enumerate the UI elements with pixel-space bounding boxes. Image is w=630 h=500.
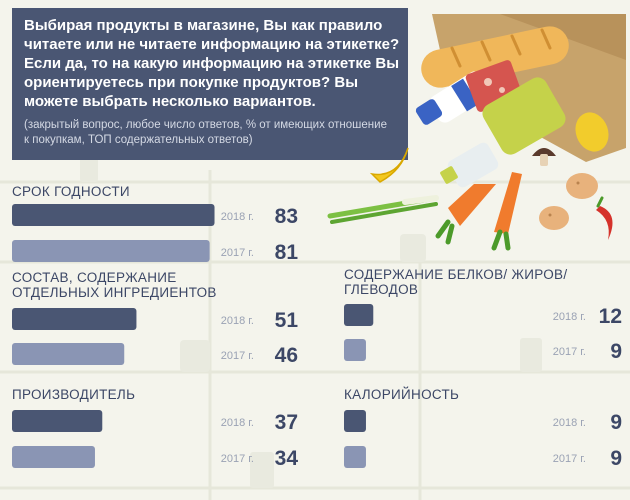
bar-2017	[12, 240, 210, 262]
bar-2018	[344, 304, 374, 326]
bar-2017	[12, 343, 125, 365]
year-label: 2018 г.	[221, 211, 254, 223]
baguette-icon	[421, 26, 569, 88]
potato-icon	[566, 173, 598, 199]
category-label: СОСТАВ, СОДЕРЖАНИЕ ОТДЕЛЬНЫХ ИНГРЕДИЕНТОВ	[12, 270, 217, 300]
banana-icon	[369, 147, 409, 183]
lemon-icon	[575, 112, 609, 152]
potato-icon-2	[539, 206, 569, 230]
bar-2017	[344, 339, 366, 361]
value-label: 34	[275, 447, 299, 470]
scallions-icon	[327, 195, 439, 224]
year-label: 2018 г.	[221, 315, 254, 327]
year-label: 2018 г.	[553, 417, 586, 429]
mushroom-icon	[532, 148, 556, 166]
question-note: (закрытый вопрос, любое число ответов, %…	[24, 119, 387, 146]
bar-2018	[12, 410, 103, 432]
chili-pepper-icon	[596, 206, 613, 240]
year-label: 2017 г.	[221, 350, 254, 362]
value-label: 9	[610, 411, 622, 434]
value-label: 9	[610, 340, 622, 363]
value-label: 83	[275, 205, 298, 228]
value-label: 37	[275, 411, 298, 434]
bar-2017	[12, 446, 95, 468]
category-label: СРОК ГОДНОСТИ	[12, 184, 130, 199]
groceries-illustration	[327, 14, 626, 251]
bar-2018	[12, 308, 137, 330]
category-label: ПРОИЗВОДИТЕЛЬ	[12, 387, 135, 402]
year-label: 2017 г.	[221, 453, 254, 465]
question-text: Выбирая продукты в магазине, Вы как прав…	[24, 17, 400, 110]
value-label: 9	[610, 447, 622, 470]
category-label: КАЛОРИЙНОСТЬ	[344, 387, 459, 402]
year-label: 2018 г.	[553, 311, 586, 323]
header-panel	[12, 8, 408, 160]
year-label: 2018 г.	[221, 417, 254, 429]
bar-2018	[12, 204, 215, 226]
year-label: 2017 г.	[221, 247, 254, 259]
category-label: СОДЕРЖАНИЕ БЕЛКОВ/ ЖИРОВ/ГЛЕВОДОВ	[344, 267, 567, 297]
bar-2017	[344, 446, 366, 468]
year-label: 2017 г.	[553, 346, 586, 358]
bar-2018	[344, 410, 366, 432]
oil-bottle-icon	[440, 77, 566, 188]
value-label: 81	[275, 241, 299, 264]
value-label: 46	[275, 344, 298, 367]
carrots-icon	[435, 172, 522, 251]
value-label: 51	[275, 309, 299, 332]
value-label: 12	[599, 305, 622, 328]
year-label: 2017 г.	[553, 453, 586, 465]
